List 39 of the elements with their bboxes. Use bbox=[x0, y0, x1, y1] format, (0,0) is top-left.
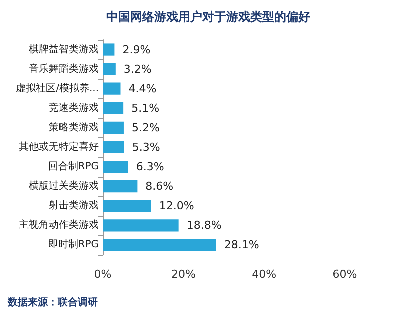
y-tick-label: 其他或无特定喜好 bbox=[19, 141, 99, 153]
bar bbox=[103, 63, 116, 76]
y-tick-label: 即时制RPG bbox=[48, 238, 99, 251]
source-note: 数据来源：联合调研 bbox=[7, 296, 98, 308]
bar bbox=[103, 141, 124, 154]
data-label: 28.1% bbox=[224, 238, 260, 252]
y-tick-label: 音乐舞蹈类游戏 bbox=[29, 62, 99, 75]
bar bbox=[103, 102, 124, 114]
data-label: 12.0% bbox=[159, 200, 194, 213]
data-label: 18.8% bbox=[186, 219, 222, 232]
y-tick-label: 竞速类游戏 bbox=[49, 102, 99, 114]
y-tick-label: 射击类游戏 bbox=[49, 200, 99, 212]
y-tick-label: 虚拟社区/模拟养... bbox=[16, 82, 99, 94]
data-label: 4.4% bbox=[128, 82, 157, 96]
bar bbox=[103, 180, 138, 193]
data-label: 5.1% bbox=[132, 102, 160, 115]
y-tick-label: 横版过关类游戏 bbox=[29, 180, 99, 192]
data-label: 3.2% bbox=[124, 62, 152, 76]
data-label: 6.3% bbox=[136, 160, 164, 174]
x-tick-label: 20% bbox=[171, 268, 196, 281]
data-label: 8.6% bbox=[146, 180, 174, 194]
y-tick-label: 棋牌益智类游戏 bbox=[29, 43, 99, 56]
bar bbox=[103, 44, 115, 56]
data-label: 5.3% bbox=[132, 141, 160, 154]
y-tick-label: 回合制RPG bbox=[48, 160, 99, 173]
bar bbox=[103, 239, 216, 252]
bar bbox=[103, 160, 128, 174]
x-tick-label: 60% bbox=[332, 268, 358, 281]
y-tick-label: 主视角动作类游戏 bbox=[19, 219, 99, 232]
data-label: 2.9% bbox=[122, 43, 151, 56]
x-tick-label: 40% bbox=[252, 268, 277, 281]
bar bbox=[103, 200, 152, 212]
bar bbox=[103, 220, 179, 232]
y-tick-label: 策略类游戏 bbox=[49, 121, 99, 134]
chart-title: 中国网络游戏用户对于游戏类型的偏好 bbox=[106, 10, 310, 24]
bar bbox=[103, 122, 124, 134]
data-label: 5.2% bbox=[132, 121, 160, 134]
x-tick-label: 0% bbox=[94, 268, 112, 281]
bar bbox=[103, 82, 121, 95]
